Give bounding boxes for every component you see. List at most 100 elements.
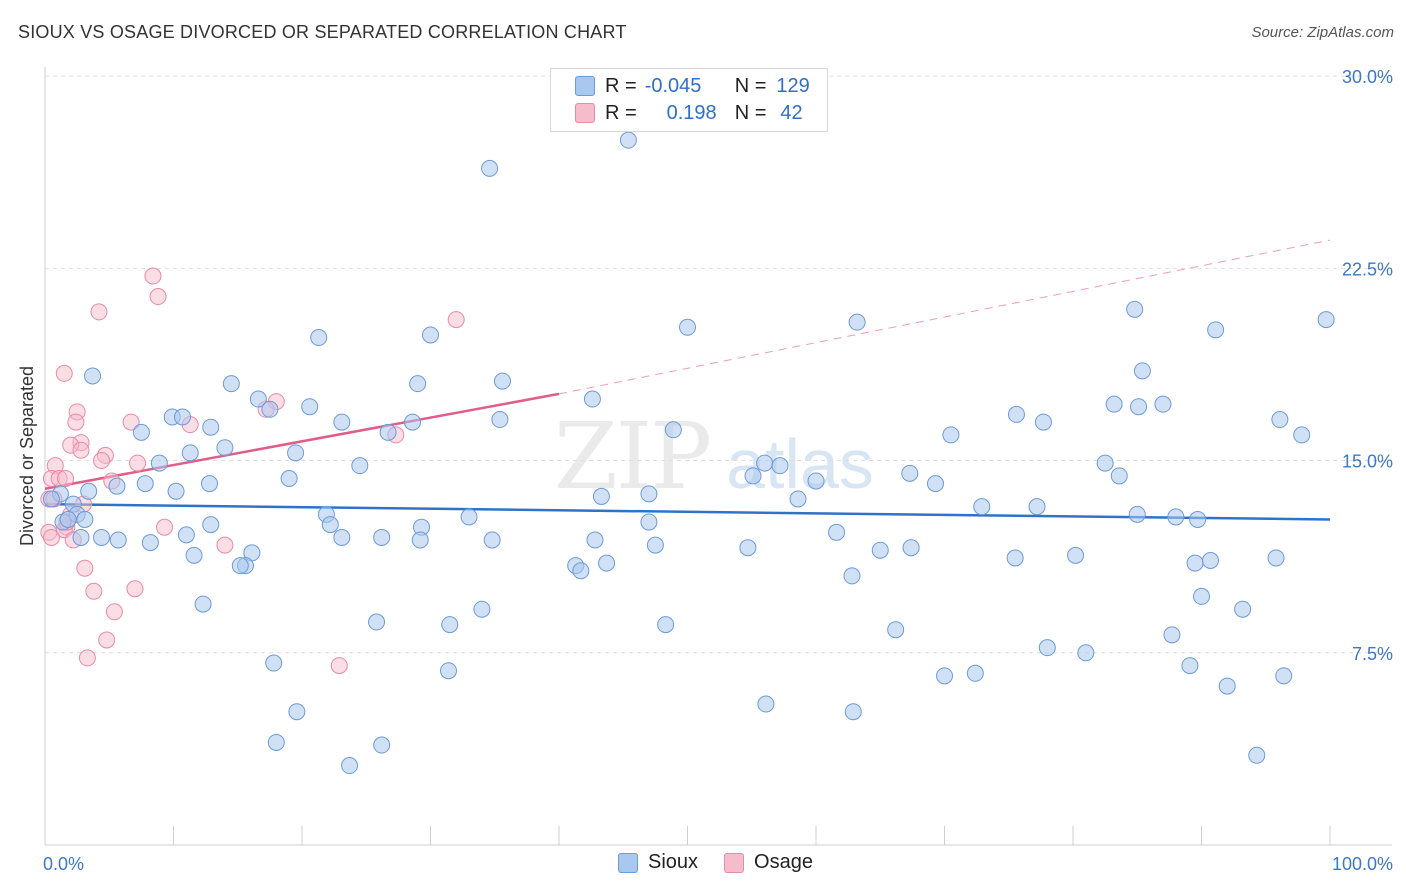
- y-axis-label: Divorced or Separated: [17, 366, 37, 546]
- sioux-n-value: 129: [776, 74, 810, 97]
- sioux-point: [200, 475, 218, 493]
- osage-points: [40, 267, 465, 675]
- sioux-point: [619, 131, 637, 149]
- sioux-point: [404, 413, 422, 431]
- sioux-point: [265, 654, 283, 672]
- sioux-point: [901, 464, 919, 482]
- sioux-point: [1317, 311, 1335, 329]
- sioux-point: [1193, 587, 1210, 605]
- stats-legend: R = -0.045 N = 129 R = 0.198 N = 42: [550, 68, 828, 132]
- sioux-point: [267, 733, 285, 751]
- sioux-point: [1110, 467, 1128, 485]
- sioux-point: [592, 487, 610, 505]
- sioux-point: [1028, 498, 1046, 516]
- sioux-point: [1207, 321, 1225, 339]
- sioux-point: [1248, 746, 1266, 764]
- sioux-point: [640, 485, 658, 503]
- sioux-point: [789, 490, 807, 508]
- x-tick-label-max: 100.0%: [1332, 854, 1393, 874]
- sioux-point: [1267, 549, 1285, 567]
- osage-point: [129, 454, 147, 472]
- zipatlas-watermark: ZIP atlas: [554, 403, 874, 510]
- legend-item-osage[interactable]: Osage: [724, 851, 813, 874]
- r-label: R =: [605, 101, 637, 124]
- sioux-point: [181, 444, 199, 462]
- sioux-point: [373, 736, 391, 754]
- osage-point: [72, 441, 90, 459]
- osage-point: [90, 303, 108, 321]
- n-label: N =: [734, 101, 767, 124]
- sioux-point: [333, 413, 351, 431]
- osage-point: [144, 267, 162, 285]
- sioux-r-value: -0.045: [644, 74, 702, 97]
- watermark-atlas: atlas: [726, 425, 874, 503]
- sioux-point: [473, 600, 491, 618]
- osage-point: [447, 311, 465, 329]
- sioux-point: [1189, 510, 1207, 528]
- sioux-point: [1130, 398, 1148, 416]
- sioux-point: [441, 616, 459, 634]
- legend-item-sioux[interactable]: Sioux: [618, 851, 698, 874]
- sioux-point: [333, 528, 351, 546]
- sioux-point: [287, 444, 305, 462]
- sioux-point: [72, 528, 90, 546]
- sioux-point: [902, 539, 920, 557]
- y-tick-label: 15.0%: [1342, 452, 1393, 472]
- sioux-point: [1038, 639, 1056, 657]
- axes: [44, 67, 1392, 846]
- sioux-point: [936, 667, 953, 685]
- sioux-point: [301, 398, 319, 416]
- sioux-point: [202, 516, 220, 534]
- sioux-point: [173, 408, 191, 426]
- sioux-point: [132, 423, 150, 441]
- source-credit: Source: ZipAtlas.com: [1251, 24, 1394, 41]
- series-legend: Sioux Osage: [618, 851, 839, 874]
- sioux-point: [1034, 413, 1052, 431]
- osage-point: [76, 559, 94, 577]
- sioux-point: [1293, 426, 1311, 444]
- sioux-point: [1167, 508, 1185, 526]
- sioux-point: [657, 616, 675, 634]
- osage-point: [85, 582, 103, 600]
- sioux-point: [493, 372, 511, 390]
- sioux-point: [109, 531, 127, 549]
- sioux-point: [1275, 667, 1293, 685]
- sioux-point: [1186, 554, 1204, 572]
- trend-lines: [44, 239, 1331, 521]
- sioux-point: [261, 400, 279, 418]
- sioux-point: [216, 439, 234, 457]
- sioux-point: [373, 528, 391, 546]
- osage-point: [156, 518, 174, 536]
- sioux-point: [1201, 552, 1219, 570]
- sioux-point: [379, 423, 397, 441]
- sioux-point: [1007, 405, 1025, 423]
- sioux-point: [249, 390, 267, 408]
- sioux-point: [586, 531, 604, 549]
- sioux-point: [756, 454, 774, 472]
- osage-point: [57, 469, 75, 487]
- sioux-point: [150, 454, 168, 472]
- osage-legend-label: Osage: [754, 851, 813, 873]
- sioux-point: [167, 482, 185, 500]
- chart-title: SIOUX VS OSAGE DIVORCED OR SEPARATED COR…: [18, 22, 627, 42]
- sioux-point: [460, 508, 478, 526]
- legend-row-osage: R = 0.198 N = 42: [575, 101, 803, 125]
- osage-point: [216, 536, 234, 554]
- n-label: N =: [734, 74, 767, 97]
- x-tick-label-min: 0.0%: [43, 854, 84, 874]
- sioux-legend-swatch: [618, 852, 638, 873]
- osage-point: [42, 528, 60, 546]
- sioux-point: [572, 562, 590, 580]
- sioux-point: [598, 554, 616, 572]
- osage-point: [93, 452, 111, 470]
- sioux-point: [280, 469, 298, 487]
- sioux-point: [1128, 505, 1146, 523]
- sioux-point: [483, 531, 501, 549]
- sioux-point: [341, 757, 359, 775]
- sioux-point: [1126, 300, 1144, 318]
- sioux-point: [844, 703, 862, 721]
- osage-point: [67, 413, 85, 431]
- sioux-point: [491, 411, 509, 429]
- watermark-zip: ZIP: [554, 403, 710, 510]
- sioux-point: [942, 426, 960, 444]
